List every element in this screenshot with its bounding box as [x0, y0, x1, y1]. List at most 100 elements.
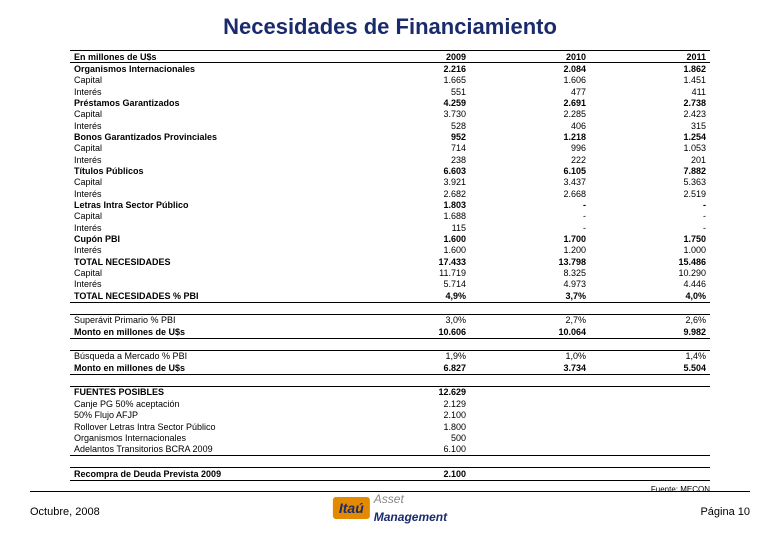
row-value [350, 338, 470, 350]
row-label: FUENTES POSIBLES [70, 386, 350, 398]
table-spacer [70, 338, 710, 350]
table-row: 50% Flujo AFJP2.100 [70, 410, 710, 421]
row-value: 3,0% [350, 314, 470, 326]
table-row: Búsqueda a Mercado % PBI1,9%1,0%1,4% [70, 350, 710, 362]
row-label: Monto en millones de U$s [70, 362, 350, 374]
table-row: Cupón PBI1.6001.7001.750 [70, 234, 710, 245]
row-value: 2.100 [350, 410, 470, 421]
row-value: 952 [350, 131, 470, 142]
row-value: 551 [350, 86, 470, 97]
row-value: - [470, 211, 590, 222]
row-value: 7.882 [590, 165, 710, 176]
row-value: 12.629 [350, 386, 470, 398]
row-value: 996 [470, 143, 590, 154]
row-value [590, 421, 710, 432]
row-value [590, 302, 710, 314]
table-row: Préstamos Garantizados4.2592.6912.738 [70, 97, 710, 108]
row-value: 2.519 [590, 188, 710, 199]
row-value: 6.827 [350, 362, 470, 374]
row-label: Bonos Garantizados Provinciales [70, 131, 350, 142]
row-value: 238 [350, 154, 470, 165]
table-row: Organismos Internacionales2.2162.0841.86… [70, 63, 710, 75]
row-value: 8.325 [470, 268, 590, 279]
row-value [590, 444, 710, 456]
row-label: Cupón PBI [70, 234, 350, 245]
table-row: Interés238222201 [70, 154, 710, 165]
table-row: Capital1.688-- [70, 211, 710, 222]
table-row: Interés2.6822.6682.519 [70, 188, 710, 199]
row-value [590, 456, 710, 468]
row-label: Canje PG 50% aceptación [70, 398, 350, 409]
row-value [590, 338, 710, 350]
row-value: 477 [470, 86, 590, 97]
financing-table: En millones de U$s200920102011Organismos… [70, 50, 710, 481]
table-row: Interés115-- [70, 222, 710, 233]
row-value: 3.734 [470, 362, 590, 374]
table-spacer [70, 374, 710, 386]
row-value: 4,0% [590, 290, 710, 302]
row-value: 3.730 [350, 109, 470, 120]
row-label: Capital [70, 177, 350, 188]
row-value [590, 386, 710, 398]
row-label: Capital [70, 211, 350, 222]
table-spacer [70, 456, 710, 468]
row-label: Organismos Internacionales [70, 63, 350, 75]
row-value: 5.363 [590, 177, 710, 188]
row-value [590, 398, 710, 409]
row-value [470, 302, 590, 314]
row-value: 3,7% [470, 290, 590, 302]
row-label: Monto en millones de U$s [70, 326, 350, 338]
row-value: 1.200 [470, 245, 590, 256]
row-value: 1.606 [470, 75, 590, 86]
row-value: 1,4% [590, 350, 710, 362]
row-value: 500 [350, 432, 470, 443]
row-label: Capital [70, 143, 350, 154]
row-value: 1.700 [470, 234, 590, 245]
row-label: Organismos Internacionales [70, 432, 350, 443]
row-value: 2010 [470, 51, 590, 63]
row-value: 4,9% [350, 290, 470, 302]
table-row: Capital7149961.053 [70, 143, 710, 154]
row-value: 5.714 [350, 279, 470, 290]
row-label: Recompra de Deuda Prevista 2009 [70, 468, 350, 480]
table-row: Letras Intra Sector Público1.803-- [70, 199, 710, 210]
row-value [470, 410, 590, 421]
row-value: 1.665 [350, 75, 470, 86]
row-value: 1.750 [590, 234, 710, 245]
row-label: Títulos Públicos [70, 165, 350, 176]
row-value: 1.800 [350, 421, 470, 432]
row-value: 15.486 [590, 256, 710, 267]
row-value: 406 [470, 120, 590, 131]
row-value: 1.862 [590, 63, 710, 75]
row-label: 50% Flujo AFJP [70, 410, 350, 421]
row-value [470, 338, 590, 350]
table-header: En millones de U$s200920102011 [70, 51, 710, 63]
row-label: Interés [70, 222, 350, 233]
row-value: 2,7% [470, 314, 590, 326]
row-value: 2011 [590, 51, 710, 63]
table-row: Capital3.7302.2852.423 [70, 109, 710, 120]
row-value [470, 432, 590, 443]
row-value [470, 386, 590, 398]
row-value: 1.000 [590, 245, 710, 256]
row-value: - [590, 199, 710, 210]
row-value: 6.100 [350, 444, 470, 456]
table-row: Canje PG 50% aceptación2.129 [70, 398, 710, 409]
row-label: Interés [70, 154, 350, 165]
row-value: 1.218 [470, 131, 590, 142]
row-value: 10.290 [590, 268, 710, 279]
row-value [590, 432, 710, 443]
logo-box: Itaú [333, 497, 370, 519]
table-row: Capital1.6651.6061.451 [70, 75, 710, 86]
row-value: 1.803 [350, 199, 470, 210]
row-value [470, 374, 590, 386]
footer-date: Octubre, 2008 [30, 506, 100, 518]
row-label: Superávit Primario % PBI [70, 314, 350, 326]
row-value: 1.688 [350, 211, 470, 222]
row-label: Préstamos Garantizados [70, 97, 350, 108]
row-value: 1.451 [590, 75, 710, 86]
row-label [70, 374, 350, 386]
row-value: 2.682 [350, 188, 470, 199]
row-value: - [470, 199, 590, 210]
row-label: Rollover Letras Intra Sector Público [70, 421, 350, 432]
